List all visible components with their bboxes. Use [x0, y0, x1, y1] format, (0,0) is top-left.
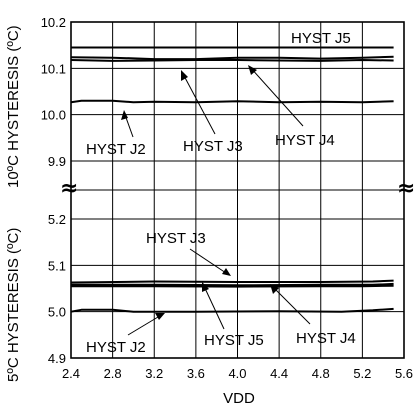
- arrow-top-j4: [249, 66, 304, 127]
- x-tick-label: 4.4: [270, 366, 288, 381]
- arrow-bottom-j5: [202, 283, 225, 330]
- series-line-hyst-j4-top: [70, 55, 394, 61]
- arrow-top-j3: [181, 71, 216, 135]
- arrowhead-bottom-j4: [270, 284, 279, 294]
- arrow-bottom-j3: [189, 248, 230, 276]
- arrow-bottom-j2: [127, 313, 164, 336]
- x-tick-label: 2.8: [104, 366, 122, 381]
- y-tick-label: 5.1: [48, 258, 66, 273]
- series-line-hyst-j3-top: [70, 59, 394, 62]
- annotation-bottom-hyst-j4: HYST J4: [296, 330, 356, 347]
- x-tick-label: 4.0: [228, 366, 246, 381]
- arrowhead-bottom-j3: [222, 268, 231, 276]
- arrowhead-bottom-j2: [155, 313, 165, 320]
- bottom-y-axis-label: 5ºC HYSTERESIS (ºC): [5, 228, 22, 382]
- annotation-bottom-hyst-j3: HYST J3: [146, 230, 206, 247]
- annotation-bottom-hyst-j5: HYST J5: [204, 332, 264, 349]
- x-tick-label: 5.6: [395, 366, 413, 381]
- series-line-hyst-j2-bottom: [70, 307, 394, 313]
- series-line-hyst-j3-bottom: [70, 279, 394, 284]
- annotation-top-hyst-j4: HYST J4: [275, 132, 335, 149]
- x-tick-label: 5.2: [353, 366, 371, 381]
- annotation-top-hyst-j2: HYST J2: [86, 141, 146, 158]
- arrowhead-bottom-j5: [202, 282, 209, 292]
- y-tick-label: 9.9: [48, 154, 66, 169]
- arrowhead-top-j3: [181, 70, 188, 81]
- axis-break-left: ≈: [60, 176, 78, 201]
- series-layer: [70, 46, 394, 313]
- tick-layer: 2.4 2.8 3.2 3.6 4.0 4.4 4.8 5.2 5.6 10.2 10.1 10.0 9…: [41, 15, 413, 381]
- y-tick-label: 5.0: [48, 305, 66, 320]
- axis-break-right: ≈: [397, 176, 415, 201]
- x-tick-label: 2.4: [62, 366, 80, 381]
- series-line-hyst-j5-bottom: [71, 282, 394, 287]
- arrowhead-top-j4: [248, 65, 257, 75]
- arrow-bottom-j4: [271, 285, 311, 325]
- x-tick-label: 4.8: [312, 366, 330, 381]
- series-line-hyst-j4-bottom: [71, 284, 394, 288]
- y-tick-label: 4.9: [48, 351, 66, 366]
- y-tick-label: 5.2: [48, 212, 66, 227]
- annotation-top-hyst-j3: HYST J3: [183, 138, 243, 155]
- arrowhead-top-j2: [121, 110, 128, 120]
- x-axis-label: VDD: [223, 390, 255, 407]
- x-tick-label: 3.2: [145, 366, 163, 381]
- top-y-axis-label: 10ºC HYSTERESIS (ºC): [5, 25, 22, 188]
- plot-frame: [70, 21, 405, 359]
- y-tick-label: 10.0: [41, 108, 66, 123]
- series-line-hyst-j2-top: [70, 99, 394, 104]
- grid-layer: [71, 22, 404, 358]
- y-tick-label: 10.1: [41, 61, 66, 76]
- annotation-top-hyst-j5: HYST J5: [291, 30, 351, 47]
- x-tick-label: 3.6: [187, 366, 205, 381]
- annotation-bottom-hyst-j2: HYST J2: [86, 339, 146, 356]
- y-tick-label: 10.2: [41, 15, 66, 30]
